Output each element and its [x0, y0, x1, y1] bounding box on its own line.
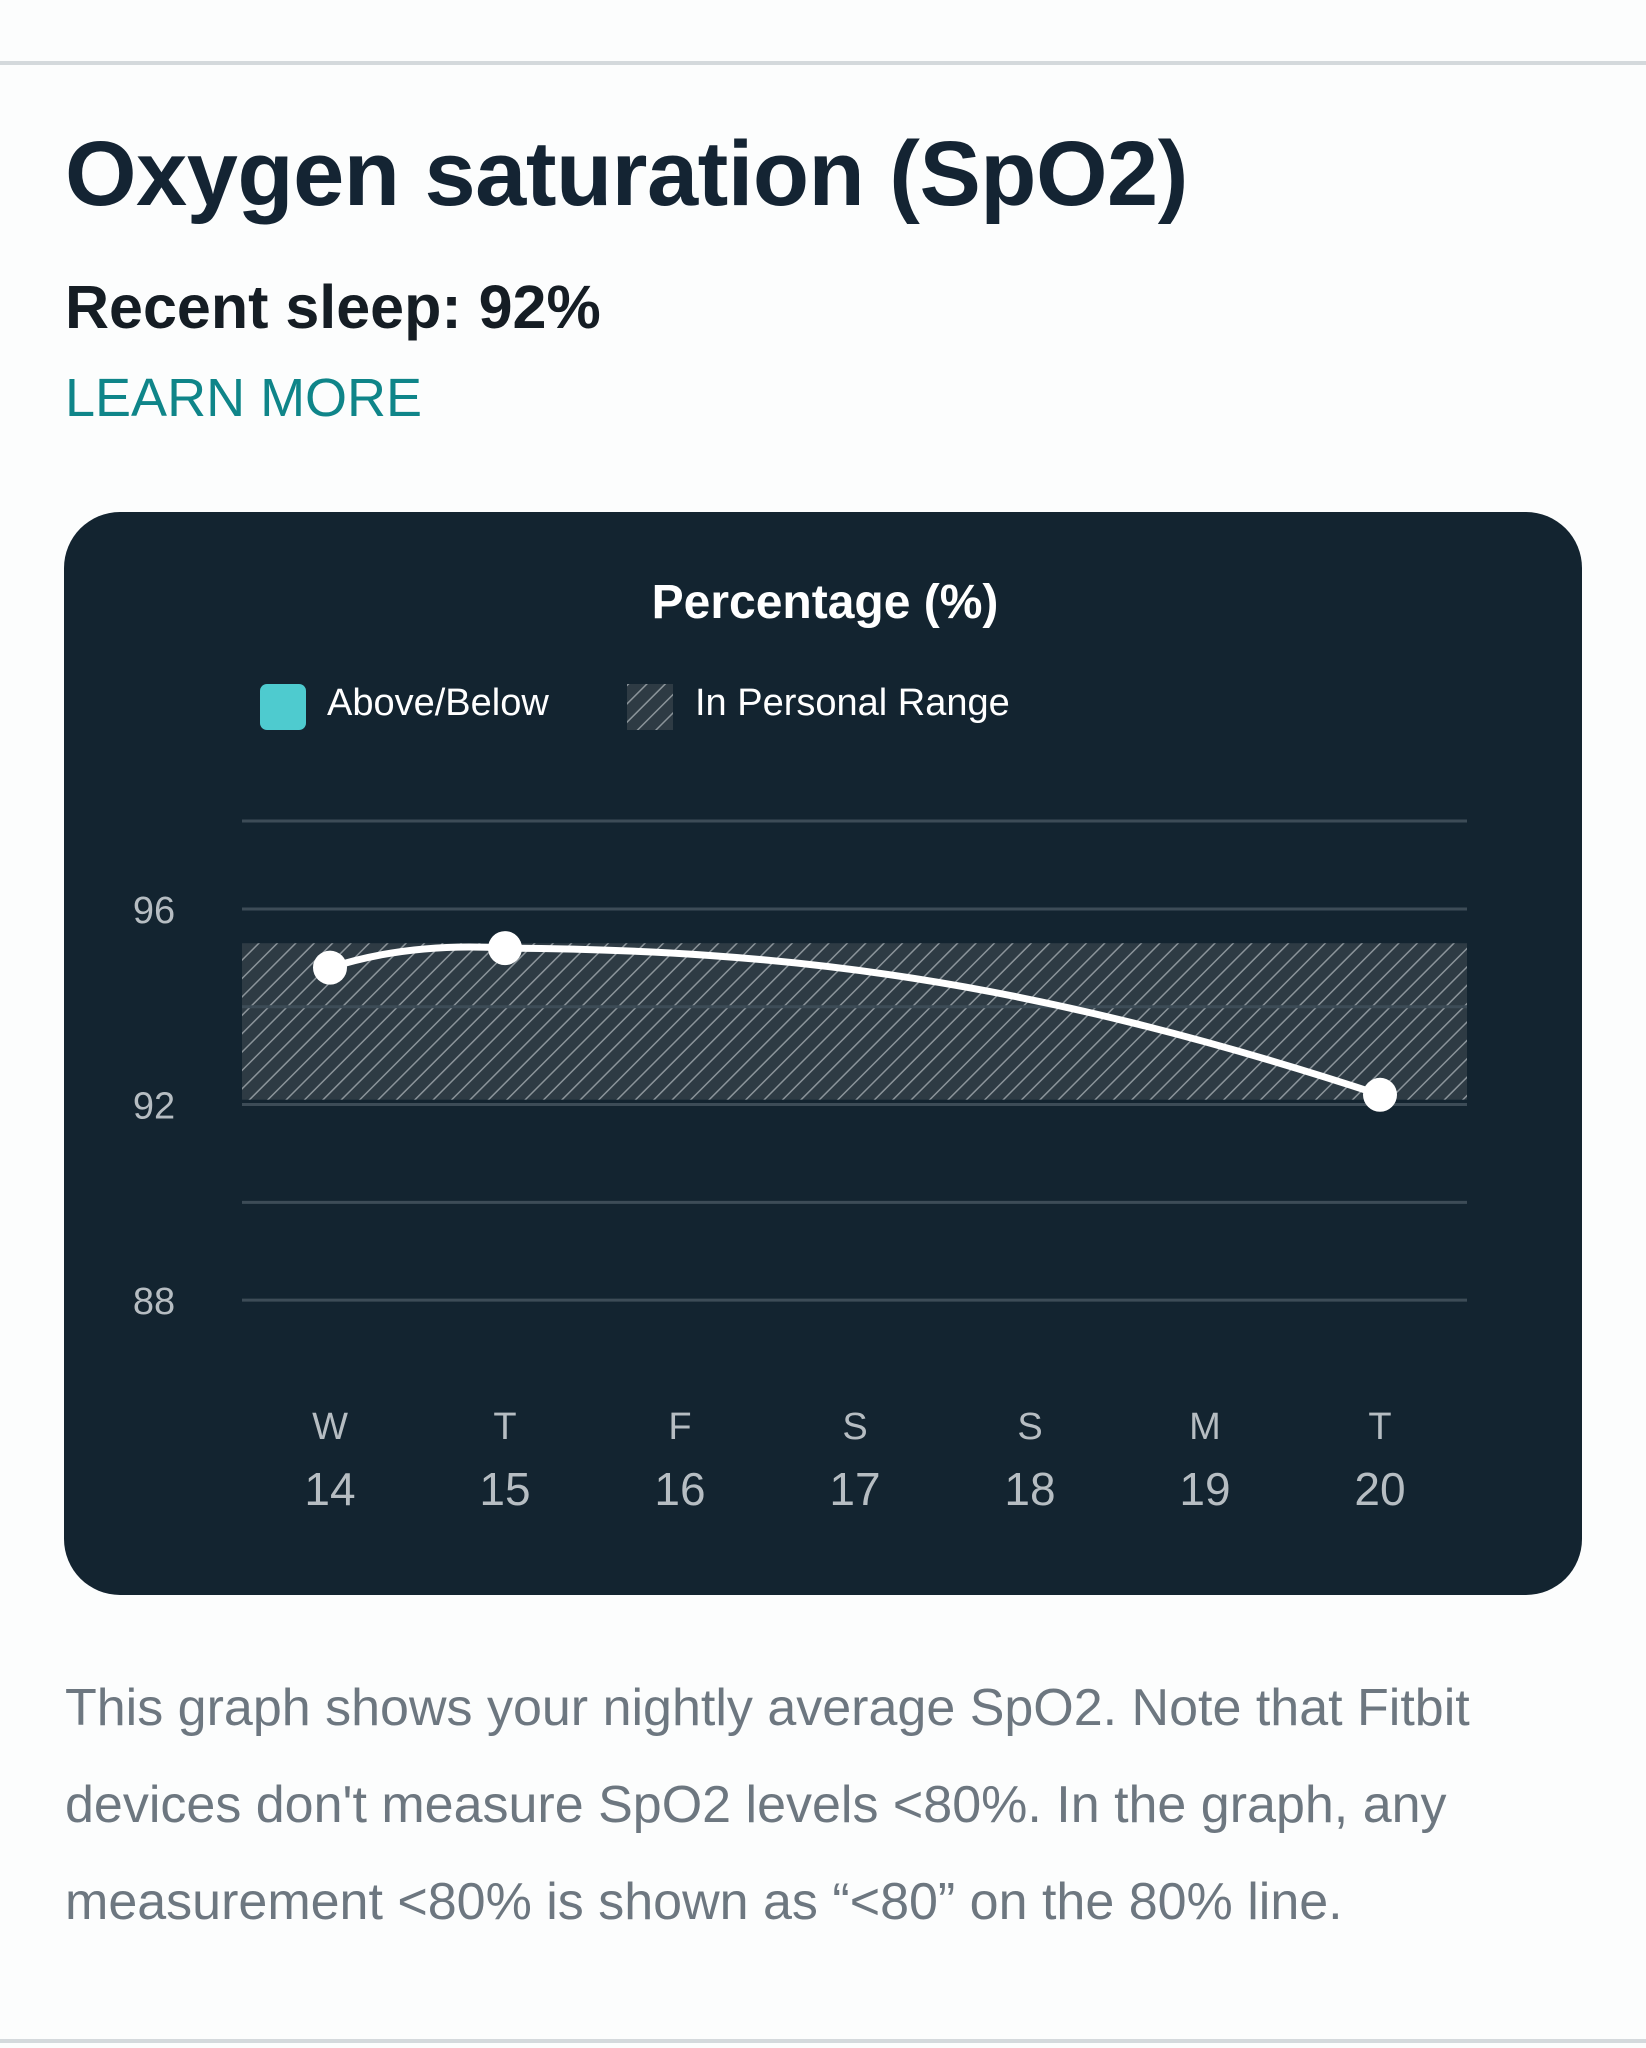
chart-title: Percentage (%)	[652, 576, 999, 629]
x-tick-day-letter: M	[1189, 1406, 1221, 1448]
page-title: Oxygen saturation (SpO2)	[65, 123, 1188, 225]
bottom-divider	[0, 2039, 1646, 2043]
legend-label-above-below: Above/Below	[327, 682, 549, 724]
x-tick-day-letter: S	[842, 1406, 867, 1448]
x-tick-date: 16	[654, 1463, 705, 1515]
y-tick-label: 96	[133, 890, 175, 932]
x-tick-day-letter: T	[493, 1406, 516, 1448]
x-tick-date: 19	[1179, 1463, 1230, 1515]
x-tick-day-letter: W	[312, 1406, 348, 1448]
spo2-line	[326, 943, 1384, 1099]
data-point	[1363, 1077, 1397, 1112]
spo2-chart-card: Percentage (%) Above/Below In Personal R…	[64, 512, 1582, 1595]
x-tick-date: 17	[829, 1463, 880, 1515]
chart-description: This graph shows your nightly average Sp…	[65, 1679, 1470, 1931]
x-tick-day-letter: F	[668, 1406, 691, 1448]
data-point	[488, 931, 522, 966]
spo2-chart: Percentage (%) Above/Below In Personal R…	[133, 576, 1467, 1515]
legend-label-personal-range: In Personal Range	[695, 682, 1010, 724]
x-tick-date: 20	[1354, 1463, 1405, 1515]
x-tick-date: 14	[304, 1463, 355, 1515]
data-point	[313, 950, 347, 985]
top-divider	[0, 61, 1646, 65]
y-tick-label: 92	[133, 1086, 175, 1128]
learn-more-link[interactable]: LEARN MORE	[65, 368, 423, 428]
x-tick-date: 15	[479, 1463, 530, 1515]
legend-swatch-personal-range	[627, 684, 673, 730]
x-tick-day-letter: S	[1017, 1406, 1042, 1448]
legend-swatch-above-below	[260, 684, 306, 730]
recent-sleep-value: Recent sleep: 92%	[65, 273, 601, 341]
x-tick-date: 18	[1004, 1463, 1055, 1515]
x-tick-day-letter: T	[1368, 1406, 1391, 1448]
y-tick-label: 88	[133, 1281, 175, 1323]
